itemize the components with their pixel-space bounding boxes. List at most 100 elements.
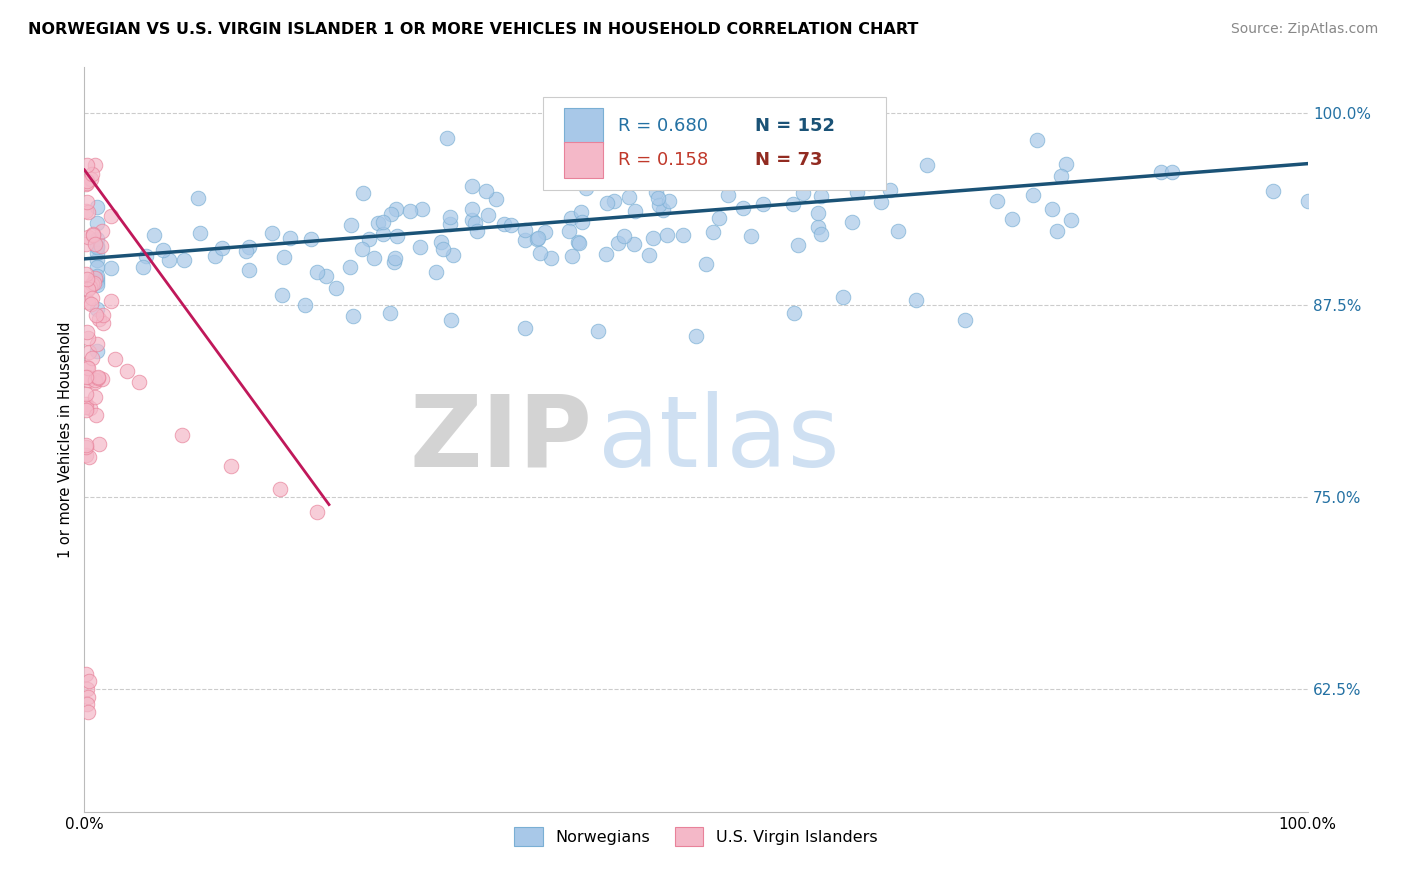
Point — [782, 197, 804, 211]
Point — [84, 236, 107, 251]
Point — [792, 186, 814, 200]
Point — [77, 690, 100, 704]
Point — [86, 343, 108, 358]
Point — [571, 214, 593, 228]
Point — [569, 205, 592, 219]
Point — [76, 205, 98, 219]
Point — [1161, 165, 1184, 179]
Point — [75, 237, 97, 252]
Point — [607, 235, 630, 250]
Point — [104, 351, 127, 366]
Point — [86, 302, 108, 317]
Point — [157, 252, 180, 267]
Point — [143, 228, 166, 243]
Point — [695, 257, 717, 271]
Point — [280, 230, 302, 244]
Point — [100, 261, 122, 276]
Point — [685, 328, 707, 343]
Point — [568, 235, 591, 250]
Point — [636, 169, 658, 183]
Point — [807, 206, 830, 220]
Point — [1060, 212, 1083, 227]
Point — [79, 401, 101, 416]
Point — [89, 312, 111, 326]
Point — [75, 448, 97, 462]
Point — [1026, 132, 1049, 146]
Point — [172, 428, 194, 442]
Point — [1050, 169, 1073, 184]
Point — [586, 324, 609, 338]
Point — [75, 203, 97, 218]
Point — [86, 239, 108, 253]
Point — [76, 174, 98, 188]
Point — [80, 351, 103, 365]
Point — [460, 202, 482, 217]
Point — [86, 246, 108, 260]
Point — [80, 291, 103, 305]
Y-axis label: 1 or more Vehicles in Household: 1 or more Vehicles in Household — [58, 321, 73, 558]
Point — [1046, 224, 1069, 238]
Point — [717, 187, 740, 202]
Point — [513, 321, 536, 335]
Point — [77, 282, 100, 296]
Point — [461, 213, 484, 227]
Point — [76, 176, 98, 190]
Point — [76, 370, 98, 384]
Point — [152, 244, 174, 258]
Point — [301, 232, 323, 246]
Point — [641, 231, 664, 245]
Point — [623, 236, 645, 251]
Point — [305, 505, 328, 519]
Point — [1022, 187, 1045, 202]
Point — [76, 325, 98, 339]
Point — [86, 216, 108, 230]
Point — [831, 290, 853, 304]
Point — [269, 482, 291, 496]
Point — [461, 178, 484, 193]
Point — [363, 252, 385, 266]
Point — [80, 297, 103, 311]
Point — [371, 215, 394, 229]
Point — [432, 243, 454, 257]
Point — [561, 249, 583, 263]
Point — [100, 209, 122, 223]
Point — [87, 369, 110, 384]
Point — [477, 208, 499, 222]
Point — [76, 681, 98, 696]
Point — [645, 186, 668, 200]
Point — [84, 158, 107, 172]
Point — [658, 153, 681, 168]
Point — [596, 196, 619, 211]
Point — [173, 252, 195, 267]
Point — [80, 172, 103, 186]
Point — [75, 400, 97, 414]
Point — [740, 228, 762, 243]
Point — [385, 202, 408, 216]
Point — [90, 224, 112, 238]
Point — [382, 254, 405, 268]
Point — [657, 194, 679, 209]
Point — [637, 248, 659, 262]
Point — [436, 131, 458, 145]
Point — [86, 269, 108, 284]
Point — [567, 235, 589, 250]
Point — [77, 674, 100, 689]
Point — [135, 250, 157, 264]
Point — [188, 226, 211, 240]
Point — [662, 144, 685, 158]
Point — [731, 201, 754, 215]
Point — [672, 227, 695, 242]
Point — [1261, 184, 1284, 198]
FancyBboxPatch shape — [564, 108, 603, 144]
Point — [83, 277, 105, 291]
Point — [526, 232, 548, 246]
Point — [307, 265, 329, 279]
Point — [624, 203, 647, 218]
Point — [273, 250, 295, 264]
Text: atlas: atlas — [598, 391, 839, 488]
Point — [810, 227, 832, 242]
Text: Source: ZipAtlas.com: Source: ZipAtlas.com — [1230, 22, 1378, 37]
Point — [131, 260, 153, 274]
Point — [702, 225, 724, 239]
Point — [84, 390, 107, 404]
